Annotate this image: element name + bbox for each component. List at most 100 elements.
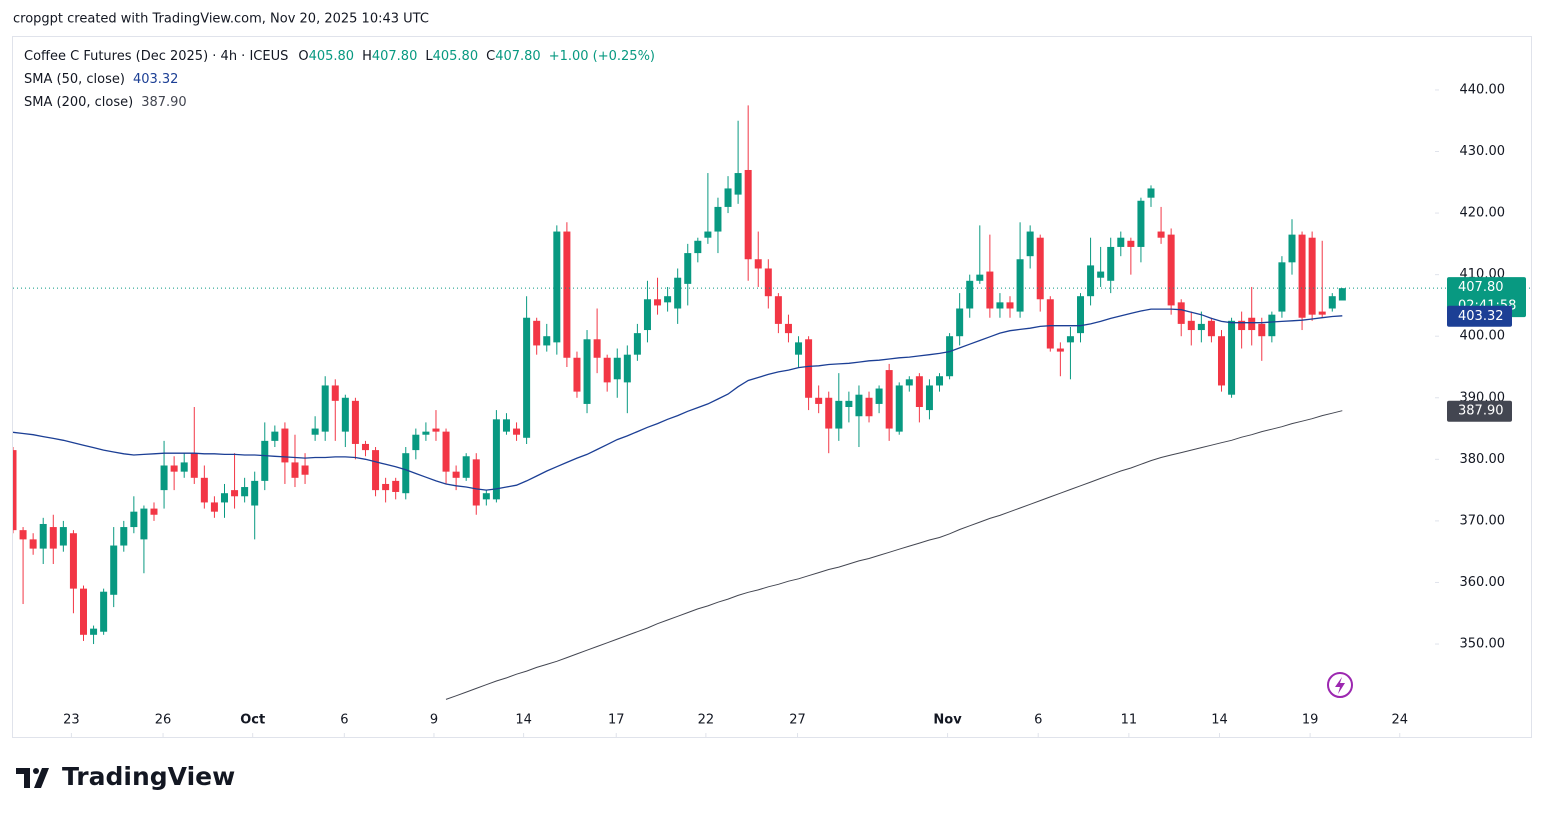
candle-body [210,502,218,512]
price-badge [1447,400,1512,422]
candle-body [180,462,188,472]
candle-body [382,483,390,491]
candle-body [875,388,883,404]
candle-body [150,508,158,515]
candle-body [261,440,269,481]
x-tick-label: 19 [1302,713,1319,728]
legend-name: SMA (50, close) [24,72,125,87]
candle-body [986,271,994,309]
candle-body [79,588,87,635]
candle-body [120,527,128,546]
candle-body [1127,240,1135,247]
candle-body [1207,320,1215,337]
candle-body [815,397,823,404]
candle-body [1097,271,1105,278]
x-tick-label: 17 [608,713,625,728]
candle-body [1278,262,1286,312]
y-tick-label: 440.00 [1460,82,1506,97]
candle-body [1157,231,1165,238]
ohlc-value: 407.80 [372,49,418,64]
candle-body [744,169,752,260]
candle-body [764,268,772,297]
candle-body [1006,302,1014,309]
price-badge [1447,305,1512,327]
price-badge-label: 387.90 [1458,404,1504,419]
candle-body [623,354,631,383]
candle-body [100,591,108,632]
candle-body [523,317,531,438]
candle-body [271,431,279,441]
candle-body [1077,296,1085,334]
candle-body [170,465,178,472]
y-tick-label: 430.00 [1460,144,1506,159]
sma-line [13,308,1343,491]
candle-body [563,231,571,358]
candle-body [694,240,702,254]
candle-body [613,357,621,380]
candle-body [835,400,843,429]
ohlc-key: O [298,49,308,64]
candle-body [1137,200,1145,247]
candle-body [643,299,651,331]
candle-body [482,493,490,500]
candle-body [1036,237,1044,300]
candle-body [1177,302,1185,324]
legend: Coffee C Futures (Dec 2025) · 4h · ICEUS… [24,49,655,110]
candle-body [1026,231,1034,257]
x-tick-label: 9 [430,713,438,728]
candle-body [925,385,933,411]
y-tick-label: 420.00 [1460,206,1506,221]
candle-body [1217,336,1225,386]
candle-body [1288,234,1296,263]
y-tick-label: 370.00 [1460,513,1506,528]
candle-body [724,188,732,207]
candle-body [885,370,893,429]
candle-body [1066,336,1074,343]
candle-body [200,477,208,503]
candle-body [1228,320,1236,395]
candle-body [533,320,541,346]
candle-body [1107,246,1115,281]
candle-body [251,480,259,506]
candle-body [674,277,682,309]
candle-body [1187,320,1195,331]
candle-body [1258,323,1266,337]
candle-body [1308,237,1316,315]
watermark: cropgpt created with TradingView.com, No… [13,12,429,27]
candle-body [905,379,913,386]
change: +1.00 (+0.25%) [549,49,655,64]
candle-body [1298,234,1306,318]
ohlc-key: H [362,49,372,64]
candle-body [684,253,692,284]
sma-line [445,410,1343,700]
legend-title: Coffee C Futures (Dec 2025) · 4h · ICEUS… [24,49,655,64]
candle-body [301,465,309,475]
candle-body [372,450,380,491]
x-tick-label: 6 [1034,713,1042,728]
candle-body [90,628,98,635]
candle-body [714,206,722,232]
x-tick-label: Nov [933,713,962,728]
x-tick-label: 26 [155,713,172,728]
candle-body [1016,259,1024,312]
candle-body [583,339,591,404]
chart-frame [12,36,1532,738]
candle-body [1318,311,1326,315]
x-tick-label: 23 [63,713,80,728]
legend-entry: SMA (200, close) 387.90 [24,95,187,110]
candle-body [865,397,873,417]
candle-body [1056,348,1064,352]
candle-body [1046,299,1054,349]
candle-body [603,357,611,383]
x-tick-label: 24 [1391,713,1408,728]
candle-body [805,339,813,398]
candle-body [492,419,500,500]
ohlc-key: L [425,49,433,64]
candle-body [39,523,47,549]
candle-body [754,259,762,269]
candle-body [855,394,863,417]
candle-body [502,419,510,432]
candle-body [361,443,369,451]
brand-name: TradingView [62,762,235,791]
